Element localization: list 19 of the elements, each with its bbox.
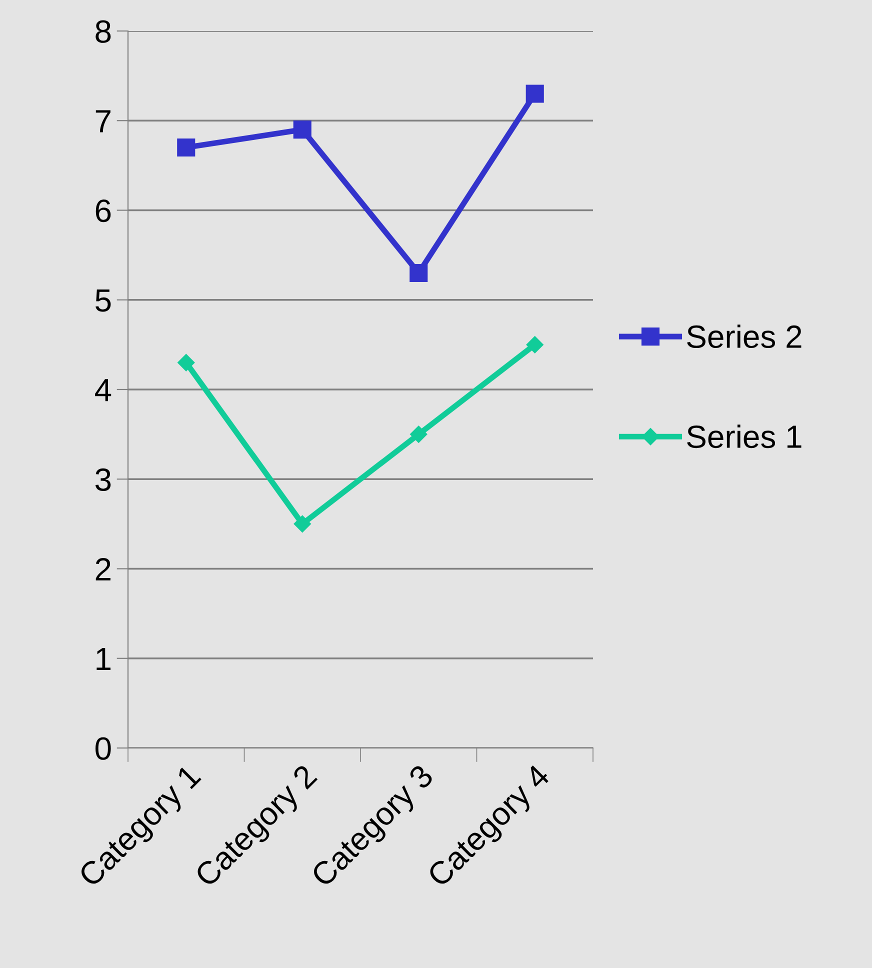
y-tick-label: 4 xyxy=(94,379,112,402)
y-tick-label: 2 xyxy=(96,558,110,580)
y-tick-label: 5 xyxy=(96,289,111,312)
legend-label: Series 2 xyxy=(687,324,802,348)
y-tick-label: 6 xyxy=(96,200,111,222)
y-tick-label: 0 xyxy=(96,737,111,760)
y-tick-label: 1 xyxy=(96,648,110,670)
point xyxy=(177,138,196,157)
point xyxy=(293,120,312,139)
point xyxy=(294,515,311,532)
y-tick-label: 7 xyxy=(96,110,110,132)
y-tick-label: 8 xyxy=(96,20,111,43)
legend-label: Series 1 xyxy=(687,424,802,448)
point xyxy=(526,84,544,103)
y-tick-label: 3 xyxy=(95,468,111,492)
point xyxy=(410,426,428,443)
point xyxy=(526,336,544,354)
point xyxy=(410,264,428,282)
point xyxy=(178,354,195,372)
